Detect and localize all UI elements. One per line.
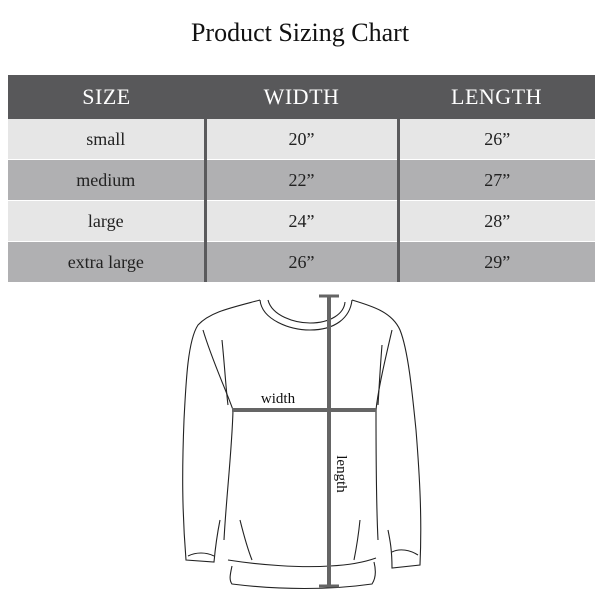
table-row: small 20” 26” xyxy=(8,119,595,160)
table-row: large 24” 28” xyxy=(8,200,595,242)
length-label: length xyxy=(333,455,349,493)
width-label: width xyxy=(261,391,296,407)
length-cell: 27” xyxy=(396,159,595,201)
length-cell: 26” xyxy=(396,119,595,160)
header-size: SIZE xyxy=(8,75,205,119)
header-length: LENGTH xyxy=(398,75,595,119)
sweatshirt-outline-icon xyxy=(182,299,422,590)
table-row: extra large 26” 29” xyxy=(8,241,595,282)
width-cell: 26” xyxy=(203,241,398,282)
width-cell: 20” xyxy=(203,119,398,160)
size-cell: small xyxy=(8,119,205,160)
length-cell: 29” xyxy=(396,241,595,282)
page-title: Product Sizing Chart xyxy=(190,18,410,47)
table-row: medium 22” 27” xyxy=(8,159,595,201)
width-cell: 24” xyxy=(203,200,398,242)
table-header: SIZE WIDTH LENGTH xyxy=(8,75,595,119)
sizing-table: SIZE WIDTH LENGTH small 20” 26” medium 2… xyxy=(8,75,595,282)
length-cell: 28” xyxy=(396,200,595,242)
width-cell: 22” xyxy=(203,159,398,201)
size-cell: medium xyxy=(8,159,205,201)
size-cell: extra large xyxy=(8,241,205,282)
header-width: WIDTH xyxy=(205,75,398,119)
size-cell: large xyxy=(8,200,205,242)
